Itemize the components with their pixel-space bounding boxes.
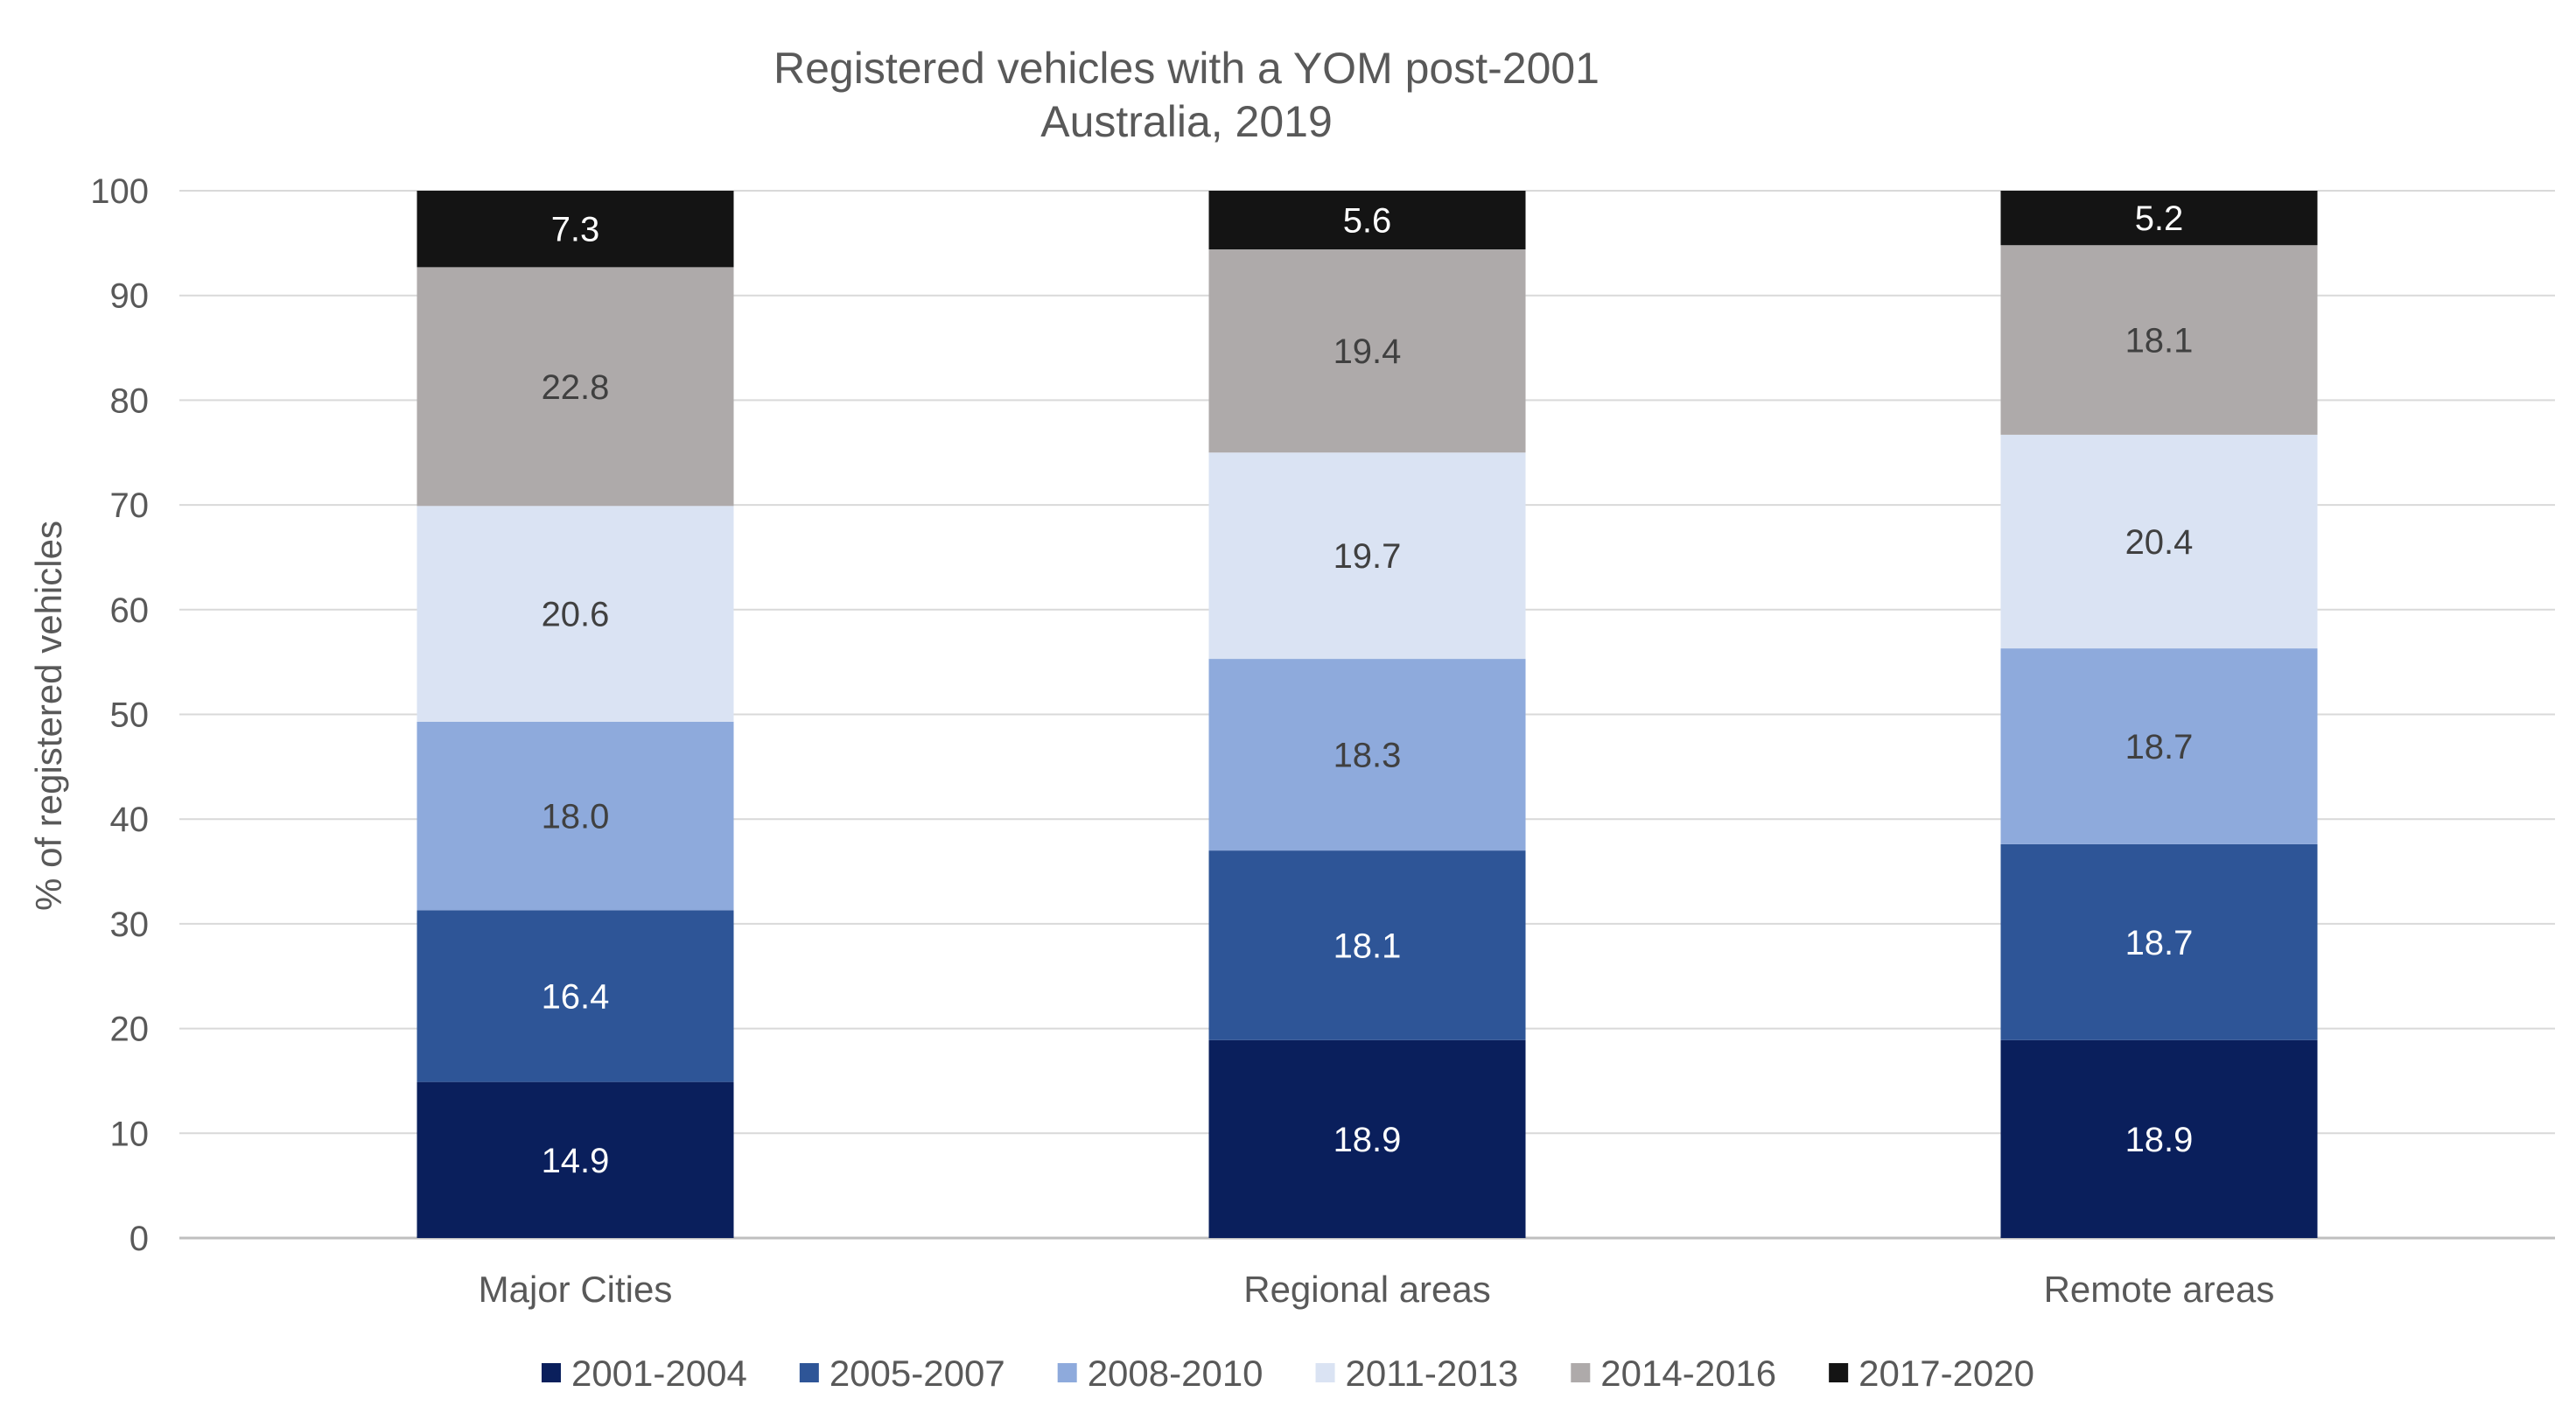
bar-segment-2001-2004-0	[416, 1081, 734, 1238]
x-category-label: Major Cities	[479, 1269, 673, 1310]
legend-item-2011-2013: 2011-2013	[1315, 1353, 1519, 1394]
legend-label: 2005-2007	[830, 1353, 1005, 1394]
data-label: 19.4	[1334, 332, 1402, 371]
x-category-label: Remote areas	[2044, 1269, 2275, 1310]
y-tick-label: 30	[110, 906, 150, 944]
bar-segment-2005-2007-1	[1208, 850, 1526, 1040]
data-label: 18.9	[1334, 1121, 1402, 1159]
y-tick-label: 10	[110, 1115, 150, 1153]
bar-segment-2008-2010-2	[2000, 648, 2318, 844]
legend-label: 2014-2016	[1600, 1353, 1776, 1394]
chart-title: Registered vehicles with a YOM post-2001	[774, 44, 1600, 93]
y-tick-label: 70	[110, 486, 150, 525]
legend-swatch	[541, 1363, 561, 1382]
data-label: 20.6	[542, 596, 610, 634]
legend-label: 2017-2020	[1858, 1353, 2034, 1394]
chart-subtitle: Australia, 2019	[1040, 97, 1333, 146]
y-axis-title: % of registered vehicles	[28, 521, 69, 911]
bar-segment-2005-2007-0	[416, 910, 734, 1082]
data-label: 18.1	[2125, 322, 2194, 360]
legend-label: 2011-2013	[1346, 1353, 1519, 1394]
legend-item-2008-2010: 2008-2010	[1057, 1353, 1264, 1394]
data-label: 16.4	[542, 977, 610, 1016]
y-tick-label: 0	[130, 1220, 149, 1258]
data-labels: 14.9 16.4 18.0 20.6 22.8 7.3 18.9 18.1 18.3 19.7 1…	[542, 199, 2194, 1180]
legend-swatch	[799, 1363, 819, 1382]
data-label: 18.7	[2125, 924, 2194, 962]
y-tick-label: 60	[110, 591, 150, 630]
bar-segment-2005-2007-2	[2000, 843, 2318, 1040]
legend-item-2017-2020: 2017-2020	[1829, 1353, 2034, 1394]
bar-segment-2014-2016-1	[1208, 249, 1526, 453]
y-tick-label: 20	[110, 1011, 150, 1049]
data-label: 14.9	[542, 1142, 610, 1180]
data-label: 18.3	[1334, 737, 1402, 775]
y-tick-label: 90	[110, 277, 150, 316]
bar-segment-2011-2013-2	[2000, 434, 2318, 649]
data-label: 18.9	[2125, 1121, 2194, 1159]
x-category-label: Regional areas	[1243, 1269, 1491, 1310]
legend-item-2014-2016: 2014-2016	[1571, 1353, 1776, 1394]
legend-item-2005-2007: 2005-2007	[799, 1353, 1005, 1394]
legend-label: 2008-2010	[1088, 1353, 1264, 1394]
data-label: 18.7	[2125, 728, 2194, 766]
bar-segment-2001-2004-2	[2000, 1039, 2318, 1238]
data-label: 7.3	[551, 211, 600, 249]
legend-swatch	[1571, 1363, 1591, 1382]
legend-swatch	[1829, 1363, 1849, 1382]
data-label: 5.6	[1343, 202, 1392, 241]
data-label: 5.2	[2135, 199, 2184, 238]
bar-segment-2014-2016-2	[2000, 245, 2318, 435]
data-label: 19.7	[1334, 537, 1402, 576]
axes: Registered vehicles with a YOM post-2001…	[28, 44, 2274, 1310]
bar-segment-2008-2010-0	[416, 721, 734, 911]
data-label: 18.0	[542, 798, 610, 836]
bar-segment-2014-2016-0	[416, 267, 734, 507]
y-tick-label: 80	[110, 381, 150, 420]
data-label: 22.8	[542, 368, 610, 407]
bars	[416, 191, 2318, 1238]
y-tick-label: 50	[110, 696, 150, 735]
y-tick-label: 40	[110, 801, 150, 839]
bar-segment-2017-2020-1	[1208, 191, 1526, 250]
data-label: 20.4	[2125, 523, 2194, 562]
legend-item-2001-2004: 2001-2004	[541, 1353, 747, 1394]
bar-segment-2001-2004-1	[1208, 1039, 1526, 1238]
y-tick-label: 100	[90, 172, 149, 211]
bar-segment-2017-2020-2	[2000, 191, 2318, 246]
bar-segment-2017-2020-0	[416, 191, 734, 268]
legend-label: 2001-2004	[571, 1353, 747, 1394]
bar-segment-2011-2013-1	[1208, 452, 1526, 660]
legend-swatch	[1057, 1363, 1077, 1382]
data-label: 18.1	[1334, 927, 1402, 965]
legend: 2001-2004 2005-2007 2008-2010 2011-2013 2014…	[541, 1353, 2034, 1394]
bar-segment-2011-2013-0	[416, 506, 734, 722]
bar-segment-2008-2010-1	[1208, 659, 1526, 851]
legend-swatch	[1315, 1363, 1335, 1382]
